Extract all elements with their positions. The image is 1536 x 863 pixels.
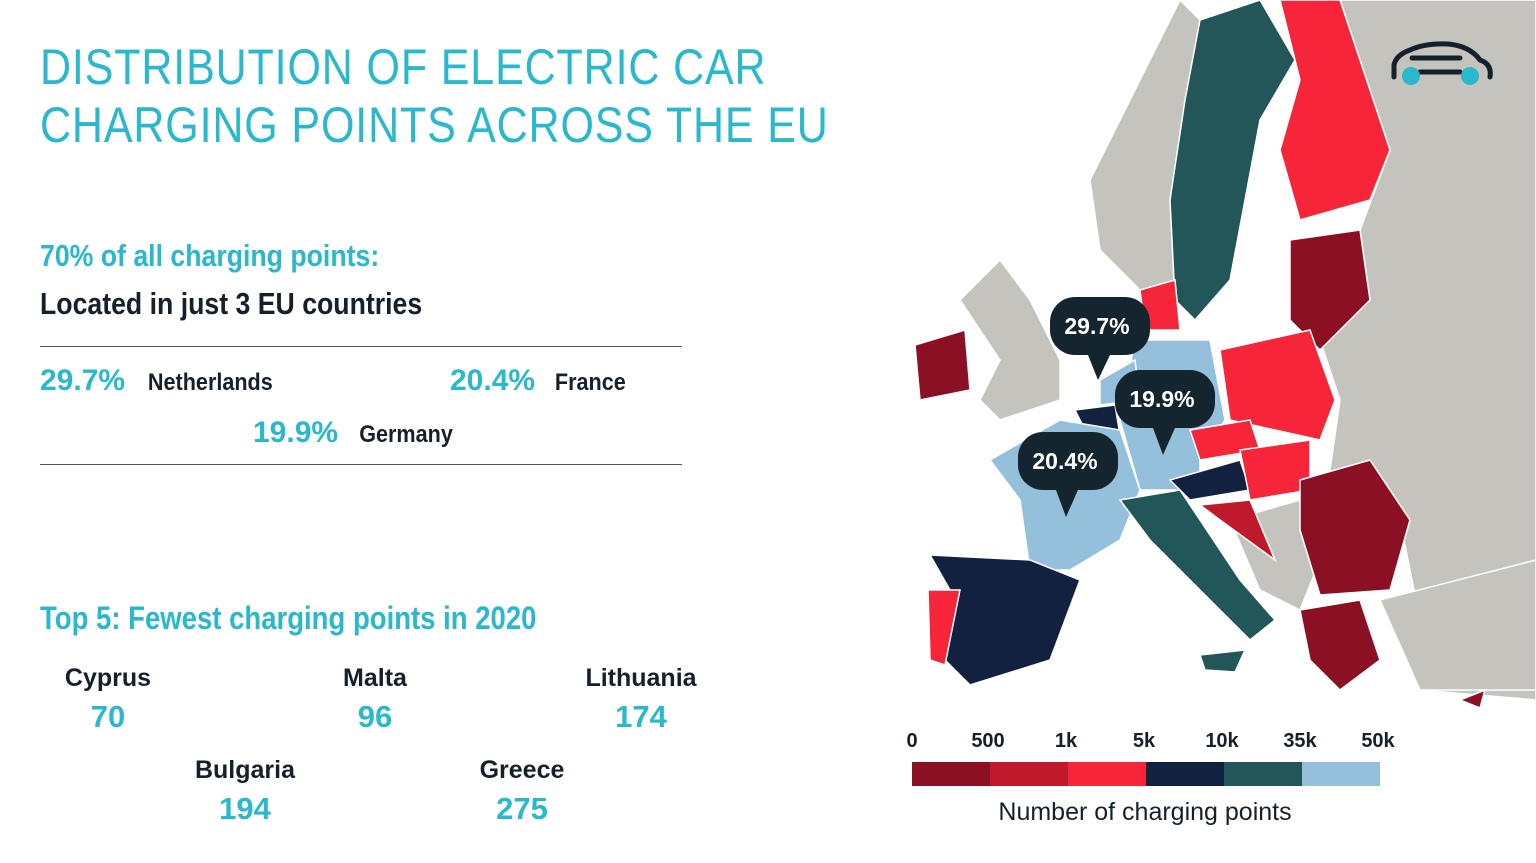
legend-tick: 35k <box>1283 730 1317 752</box>
portugal <box>927 589 961 666</box>
highlight-heading: 70% of all charging points: <box>40 238 380 273</box>
poland <box>1219 329 1336 441</box>
baltics <box>1289 229 1371 352</box>
highlight-subheading: Located in just 3 EU countries <box>40 286 423 321</box>
legend-tick: 1k <box>1054 730 1078 752</box>
legend-swatch <box>990 762 1068 786</box>
fewest-item: Greece 275 <box>479 756 565 826</box>
stat-france: 20.4% France <box>450 364 626 397</box>
callout-netherlands: 29.7% <box>1050 297 1150 380</box>
callout-label: 19.9% <box>1129 386 1194 412</box>
divider <box>40 464 682 465</box>
stat-germany: 19.9% Germany <box>253 416 453 449</box>
croatia-slovenia <box>1198 499 1277 563</box>
legend-swatch <box>1302 762 1380 786</box>
legend-title: Number of charging points <box>998 798 1292 826</box>
legend-swatch <box>1068 762 1146 786</box>
legend-tick: 10k <box>1205 730 1239 752</box>
uk <box>959 258 1061 421</box>
greece <box>1299 599 1381 691</box>
romania-bulgaria <box>1299 459 1411 596</box>
callout-germany: 19.9% <box>1115 370 1215 455</box>
page-title: DISTRIBUTION OF ELECTRIC CAR CHARGING PO… <box>40 39 829 153</box>
car-icon <box>1391 41 1493 85</box>
legend-swatch <box>1146 762 1224 786</box>
sicily <box>1198 649 1247 673</box>
italy <box>1118 489 1277 642</box>
legend-tick: 500 <box>971 730 1005 752</box>
turkey <box>1378 559 1536 691</box>
fewest-item: Cyprus 70 <box>64 664 152 734</box>
fewest-item: Bulgaria 194 <box>194 756 296 826</box>
cyprus <box>1457 688 1487 710</box>
legend-swatch <box>912 762 990 786</box>
finland <box>1279 0 1391 221</box>
callout-label: 29.7% <box>1064 313 1129 339</box>
legend-tick: 0 <box>906 730 918 752</box>
legend-tick: 50k <box>1361 730 1395 752</box>
legend-swatch <box>1224 762 1302 786</box>
callout-label: 20.4% <box>1032 448 1097 474</box>
stat-netherlands: 29.7% Netherlands <box>40 364 273 397</box>
callout-france: 20.4% <box>1018 432 1118 517</box>
divider <box>40 346 682 347</box>
ireland <box>914 329 971 401</box>
fewest-item: Malta 96 <box>343 664 407 734</box>
fewest-item: Lithuania 174 <box>585 664 697 734</box>
sweden <box>1169 0 1296 322</box>
fewest-heading: Top 5: Fewest charging points in 2020 <box>40 600 537 636</box>
legend-tick: 5k <box>1132 730 1156 752</box>
